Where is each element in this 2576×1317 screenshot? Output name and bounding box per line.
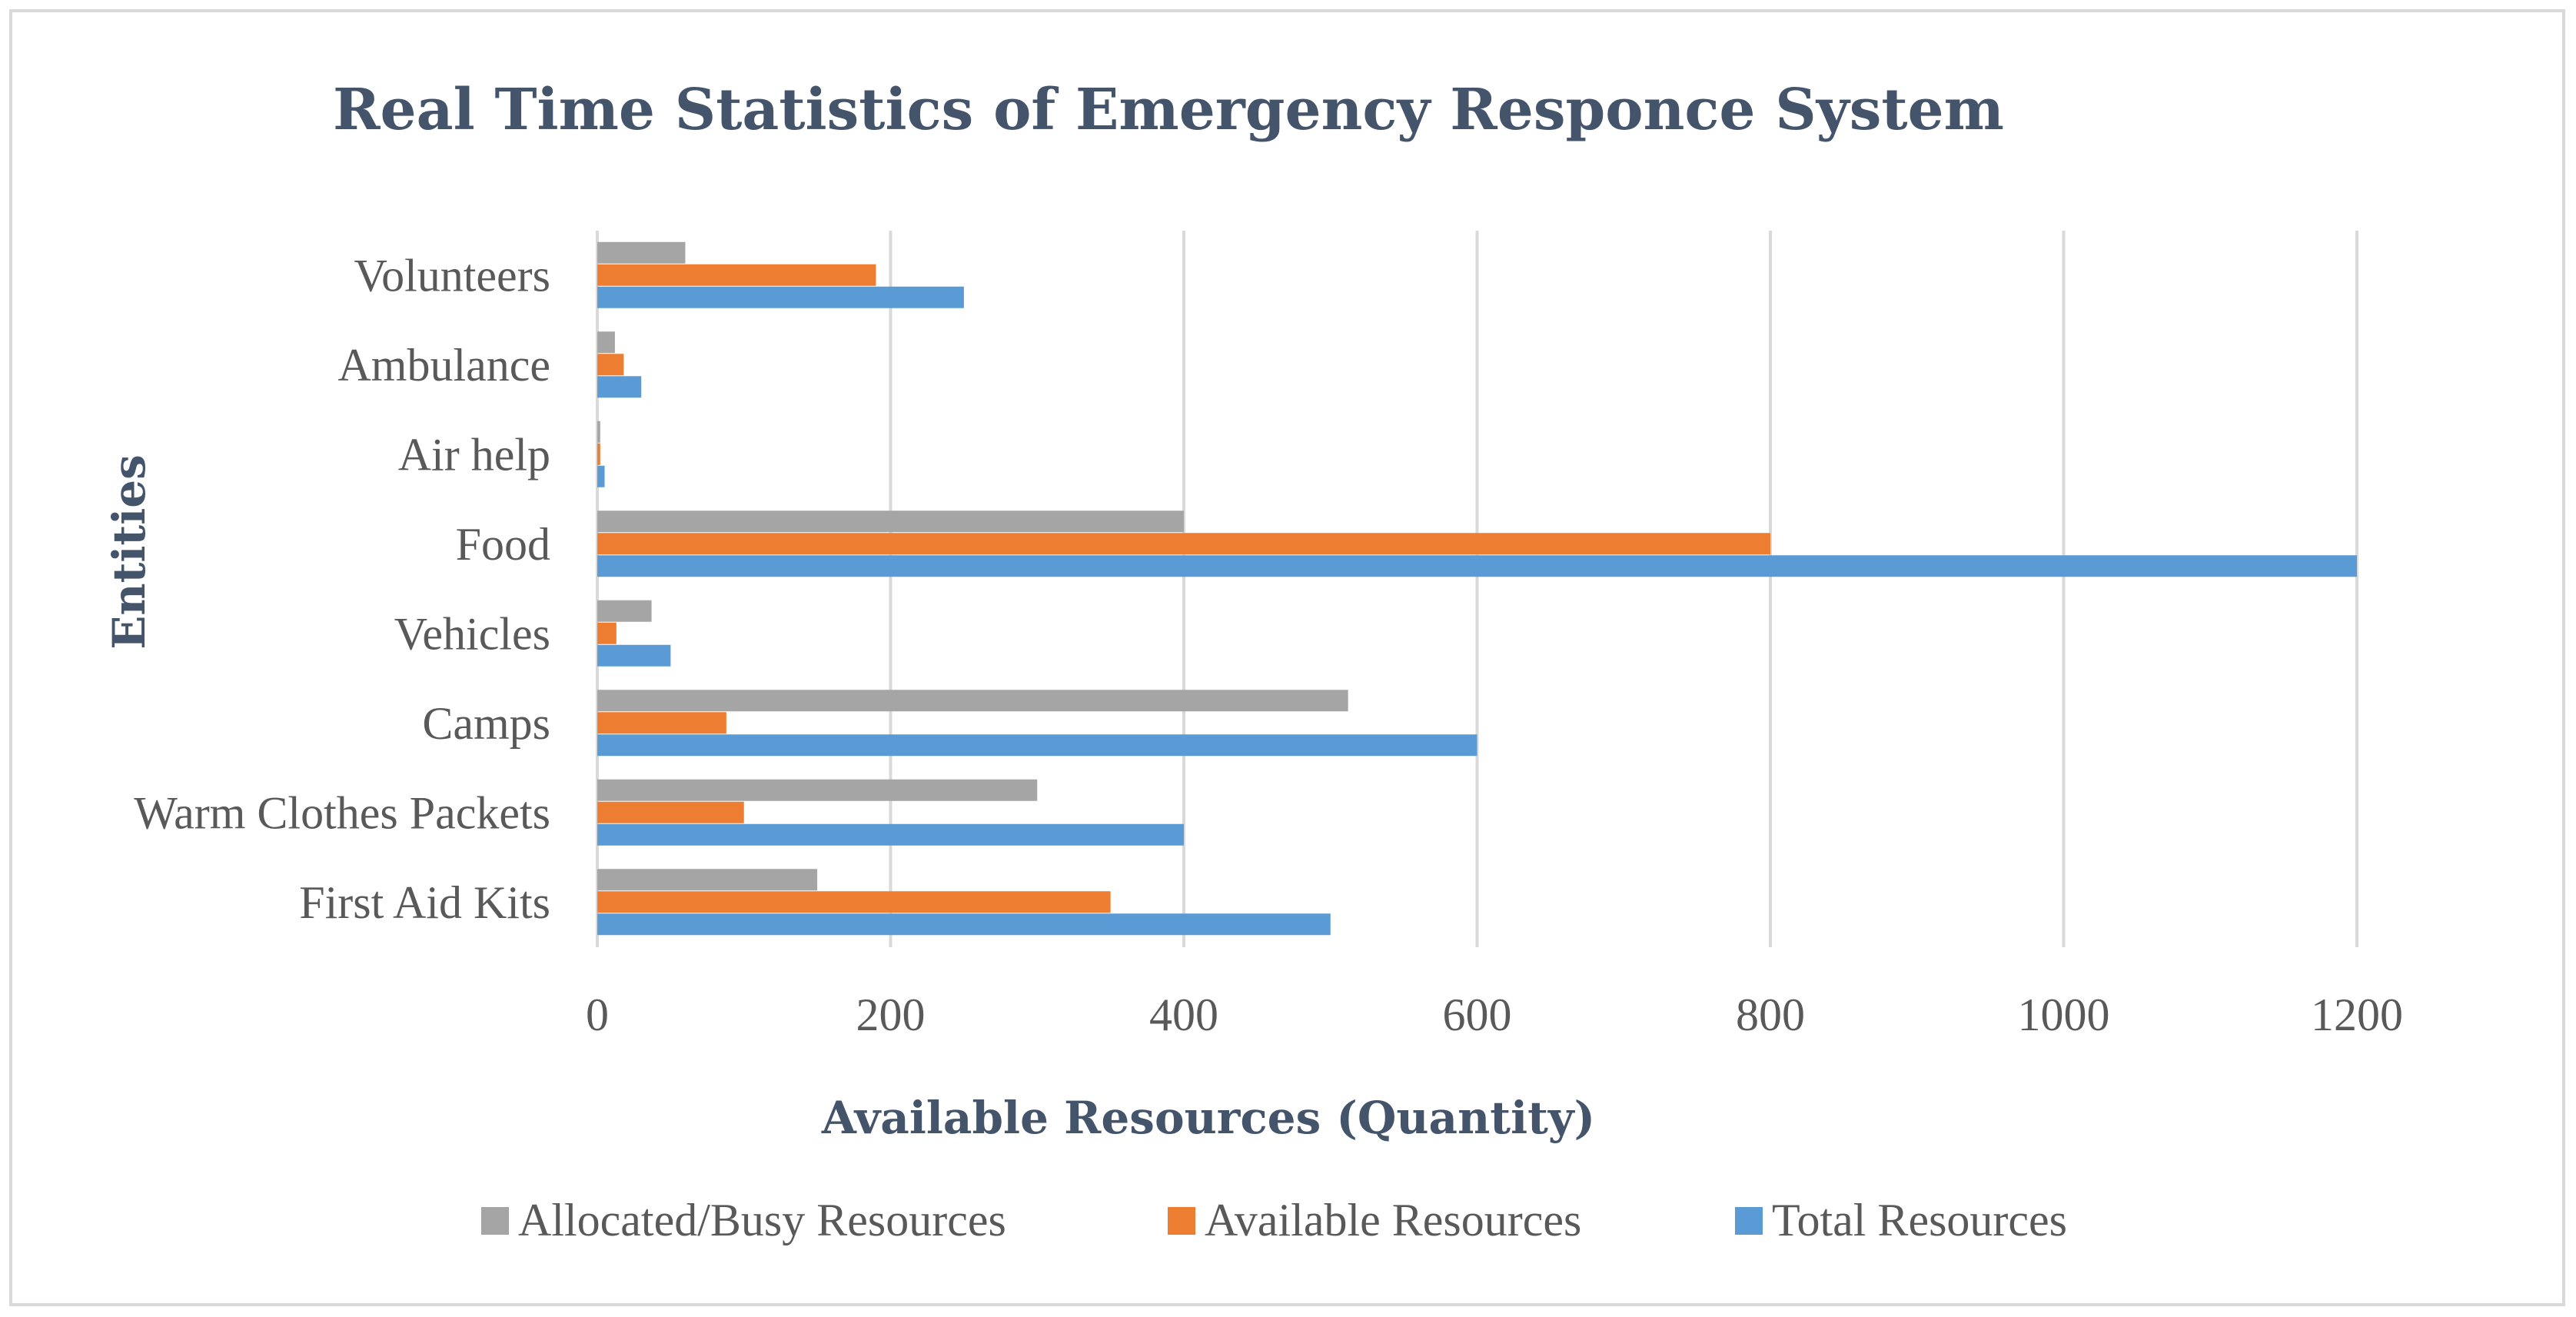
chart-title: Real Time Statistics of Emergency Respon… (333, 77, 2004, 143)
bar-available-resources-warm-clothes-packets (597, 801, 744, 823)
category-label: Warm Clothes Packets (134, 787, 550, 838)
legend-label: Total Resources (1772, 1195, 2067, 1245)
bar-total-resources-ambulance (597, 376, 642, 398)
bar-available-resources-food (597, 533, 1770, 555)
legend-swatch (1735, 1207, 1763, 1235)
category-label: Camps (422, 698, 550, 749)
bar-allocated-busy-resources-vehicles (597, 600, 652, 622)
bar-total-resources-volunteers (597, 286, 964, 308)
bar-available-resources-camps (597, 712, 726, 734)
category-labels: First Aid Kits Warm Clothes Packets Camps V… (134, 250, 550, 928)
legend-label: Allocated/Busy Resources (518, 1195, 1006, 1245)
x-axis-title: Available Resources (Quantity) (821, 1092, 1595, 1144)
bar-available-resources-air-help (597, 443, 600, 465)
x-tick-label: 0 (586, 989, 609, 1040)
x-tick-label: 200 (856, 989, 926, 1040)
legend-swatch (1168, 1207, 1195, 1235)
bars (597, 241, 2357, 936)
y-axis-title: Entities (103, 454, 155, 650)
bar-available-resources-first-aid-kits (597, 891, 1111, 913)
chart-frame (9, 9, 2565, 1306)
category-label: Vehicles (394, 608, 550, 659)
legend-swatch (481, 1207, 509, 1235)
legend: Allocated/Busy Resources Available Resour… (481, 1195, 2067, 1245)
bar-total-resources-air-help (597, 465, 605, 487)
bar-allocated-busy-resources-first-aid-kits (597, 869, 818, 891)
bar-total-resources-camps (597, 734, 1477, 757)
x-tick-label: 1200 (2311, 989, 2403, 1040)
category-label: Volunteers (354, 250, 550, 301)
bar-allocated-busy-resources-food (597, 511, 1184, 533)
bar-available-resources-vehicles (597, 622, 617, 644)
bar-allocated-busy-resources-warm-clothes-packets (597, 779, 1038, 801)
bar-total-resources-vehicles (597, 644, 671, 667)
bar-total-resources-warm-clothes-packets (597, 823, 1184, 846)
bar-total-resources-food (597, 555, 2357, 577)
x-tick-label: 800 (1736, 989, 1805, 1040)
bar-available-resources-ambulance (597, 354, 624, 376)
bar-total-resources-first-aid-kits (597, 913, 1331, 936)
x-tick-label: 1000 (2018, 989, 2110, 1040)
x-tick-label: 400 (1149, 989, 1218, 1040)
bar-allocated-busy-resources-ambulance (597, 331, 615, 354)
category-label: Food (456, 519, 550, 570)
bar-available-resources-volunteers (597, 264, 876, 286)
x-tick-label: 600 (1443, 989, 1512, 1040)
bar-allocated-busy-resources-camps (597, 690, 1348, 712)
bar-allocated-busy-resources-volunteers (597, 241, 686, 264)
x-tick-labels: 0 200 400 600 800 1000 1200 (586, 989, 2403, 1040)
category-label: Air help (398, 429, 550, 480)
bar-allocated-busy-resources-air-help (597, 421, 600, 443)
category-label: First Aid Kits (299, 877, 550, 928)
category-label: Ambulance (337, 340, 550, 391)
legend-label: Available Resources (1205, 1195, 1581, 1245)
